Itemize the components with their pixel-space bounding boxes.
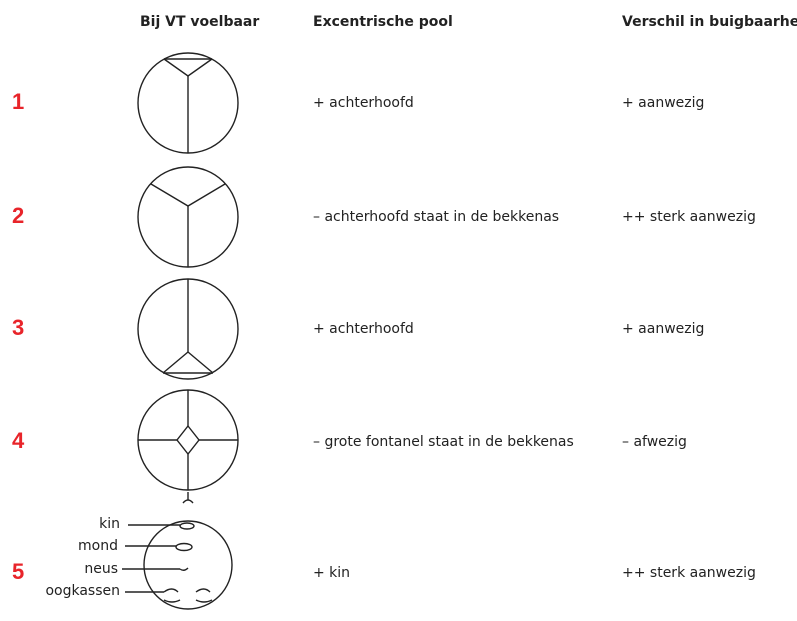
diagrams bbox=[122, 52, 239, 610]
header: Verschil in buigbaarheid bbox=[622, 14, 797, 30]
verschil-text: + aanwezig bbox=[622, 95, 704, 111]
row-number: 2 bbox=[12, 203, 24, 228]
rows: 1 + achterhoofd + aanwezig 2 – achterhoofd s… bbox=[12, 89, 756, 584]
face-label: oogkassen bbox=[45, 583, 120, 599]
header: Bij VT voelbaar bbox=[140, 14, 259, 30]
header: Excentrische pool bbox=[313, 14, 453, 30]
pool-text: + achterhoofd bbox=[313, 321, 414, 337]
row-number: 1 bbox=[12, 89, 24, 114]
verschil-text: + aanwezig bbox=[622, 321, 704, 337]
pool-text: + kin bbox=[313, 565, 350, 581]
face-label: mond bbox=[78, 538, 118, 554]
row-number: 3 bbox=[12, 315, 24, 340]
verschil-text: – afwezig bbox=[622, 434, 687, 450]
pool-text: – grote fontanel staat in de bekkenas bbox=[313, 434, 574, 450]
face-label: kin bbox=[99, 516, 120, 532]
verschil-text: ++ sterk aanwezig bbox=[622, 209, 756, 225]
verschil-text: ++ sterk aanwezig bbox=[622, 565, 756, 581]
row-number: 4 bbox=[12, 428, 25, 453]
pool-text: – achterhoofd staat in de bekkenas bbox=[313, 209, 559, 225]
pool-text: + achterhoofd bbox=[313, 95, 414, 111]
face-label: neus bbox=[84, 561, 118, 577]
row-number: 5 bbox=[12, 559, 24, 584]
